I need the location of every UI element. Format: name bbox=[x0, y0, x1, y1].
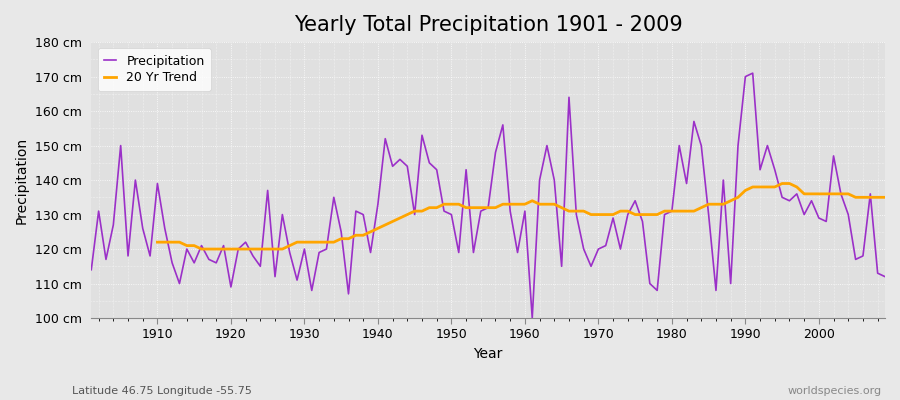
Precipitation bbox=[747, 71, 758, 76]
Precipitation bbox=[519, 209, 530, 214]
Line: 20 Yr Trend: 20 Yr Trend bbox=[158, 184, 885, 249]
Precipitation bbox=[512, 250, 523, 255]
20 Yr Trend bbox=[858, 195, 868, 200]
20 Yr Trend bbox=[152, 240, 163, 244]
20 Yr Trend bbox=[299, 240, 310, 244]
Line: Precipitation: Precipitation bbox=[91, 73, 885, 318]
20 Yr Trend bbox=[777, 181, 788, 186]
20 Yr Trend bbox=[879, 195, 890, 200]
Precipitation bbox=[145, 254, 156, 258]
Legend: Precipitation, 20 Yr Trend: Precipitation, 20 Yr Trend bbox=[97, 48, 211, 91]
20 Yr Trend bbox=[328, 240, 339, 244]
20 Yr Trend bbox=[835, 192, 846, 196]
Text: Latitude 46.75 Longitude -55.75: Latitude 46.75 Longitude -55.75 bbox=[72, 386, 252, 396]
Text: worldspecies.org: worldspecies.org bbox=[788, 386, 882, 396]
Y-axis label: Precipitation: Precipitation bbox=[15, 136, 29, 224]
20 Yr Trend bbox=[593, 212, 604, 217]
X-axis label: Year: Year bbox=[473, 347, 503, 361]
20 Yr Trend bbox=[196, 247, 207, 252]
Precipitation bbox=[879, 274, 890, 279]
Precipitation bbox=[306, 288, 317, 293]
Precipitation bbox=[86, 267, 96, 272]
Precipitation bbox=[526, 316, 537, 320]
20 Yr Trend bbox=[535, 202, 545, 207]
Precipitation bbox=[350, 209, 361, 214]
Title: Yearly Total Precipitation 1901 - 2009: Yearly Total Precipitation 1901 - 2009 bbox=[293, 15, 682, 35]
Precipitation bbox=[615, 247, 626, 252]
